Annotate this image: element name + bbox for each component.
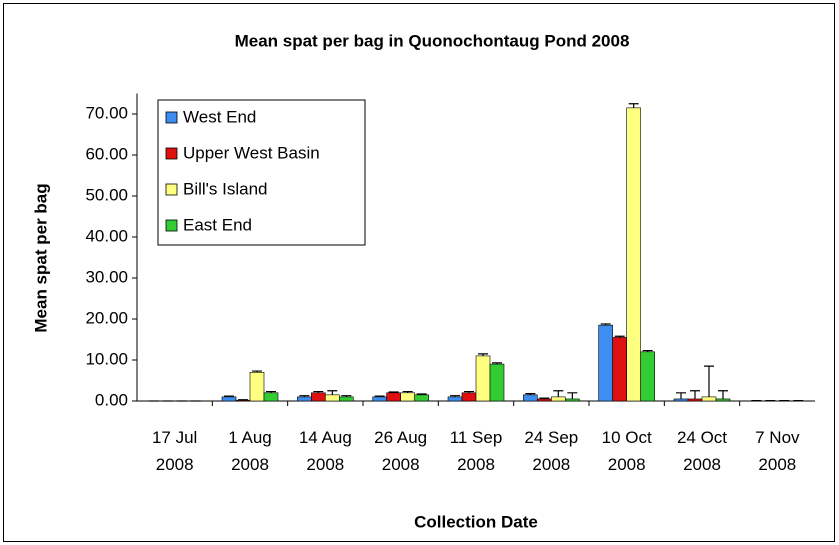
bar xyxy=(612,337,627,402)
bar xyxy=(523,394,538,402)
y-tick-label: 0.00 xyxy=(95,390,128,409)
bar xyxy=(537,398,552,402)
x-tick-label: 7 Nov 2008 xyxy=(755,428,800,474)
error-bar xyxy=(252,370,262,373)
error-bar xyxy=(600,323,611,326)
bar xyxy=(221,396,237,402)
y-axis-title: Mean spat per bag xyxy=(31,183,50,332)
error-bar xyxy=(690,390,700,399)
bar xyxy=(372,396,387,402)
bar xyxy=(673,398,689,402)
bar xyxy=(386,392,401,402)
error-bar xyxy=(567,392,578,399)
bar xyxy=(400,392,415,402)
y-tick-label: 50.00 xyxy=(85,185,128,204)
bar xyxy=(598,324,613,402)
x-tick-label: 17 Jul 2008 xyxy=(151,428,198,474)
bar xyxy=(414,394,429,402)
error-bar xyxy=(416,393,427,395)
error-bar xyxy=(450,395,460,397)
error-bar xyxy=(492,362,502,365)
bar xyxy=(687,398,703,402)
error-bar xyxy=(374,395,385,397)
error-bar xyxy=(464,390,474,393)
bar xyxy=(249,371,265,402)
bar xyxy=(626,107,641,402)
error-bar xyxy=(224,395,234,397)
legend-label: East End xyxy=(183,215,252,234)
bar xyxy=(565,398,580,402)
x-tick-label: 24 Sep 2008 xyxy=(524,428,579,474)
bar xyxy=(475,355,491,402)
error-bar xyxy=(718,390,728,399)
error-bar xyxy=(628,103,639,108)
bar xyxy=(311,392,326,402)
x-tick-label: 26 Aug 2008 xyxy=(374,428,428,474)
error-bar xyxy=(478,353,488,356)
error-bar xyxy=(402,390,413,393)
bar xyxy=(701,396,717,402)
bar xyxy=(339,396,354,402)
legend-box xyxy=(157,99,366,246)
legend-swatch xyxy=(165,111,178,124)
bar xyxy=(461,392,477,402)
chart-title: Mean spat per bag in Quonochontaug Pond … xyxy=(235,31,630,50)
y-tick-label: 30.00 xyxy=(85,267,128,286)
y-tick-label: 60.00 xyxy=(85,144,128,163)
x-axis-title: Collection Date xyxy=(414,512,538,531)
y-tick-label: 70.00 xyxy=(85,103,128,122)
error-bar xyxy=(553,390,564,397)
legend-label: Upper West Basin xyxy=(183,143,320,162)
legend-swatch xyxy=(165,183,178,196)
error-bar xyxy=(614,335,625,338)
legend-label: Bill's Island xyxy=(183,179,268,198)
error-bar xyxy=(313,390,324,393)
x-tick-label: 14 Aug 2008 xyxy=(298,428,352,474)
bar xyxy=(715,398,731,402)
legend-swatch xyxy=(165,219,178,232)
chart-border xyxy=(3,3,835,542)
legend-swatch xyxy=(165,147,178,160)
y-tick-label: 40.00 xyxy=(85,226,128,245)
y-tick-label: 20.00 xyxy=(85,308,128,327)
x-tick-label: 24 Oct 2008 xyxy=(676,428,728,474)
error-bar xyxy=(539,397,550,399)
bar xyxy=(325,394,340,402)
bar xyxy=(447,396,463,402)
error-bar xyxy=(341,395,352,397)
bar xyxy=(263,392,279,402)
bar xyxy=(297,396,312,402)
bar xyxy=(551,396,566,402)
bar xyxy=(489,363,505,402)
error-bar xyxy=(525,393,536,395)
x-tick-label: 10 Oct 2008 xyxy=(601,428,652,474)
legend-label: West End xyxy=(183,107,256,126)
error-bar xyxy=(299,395,310,397)
y-tick-label: 10.00 xyxy=(85,349,128,368)
error-bar xyxy=(642,349,653,352)
bar xyxy=(640,351,655,402)
x-tick-label: 11 Sep 2008 xyxy=(449,428,503,474)
error-bar xyxy=(327,390,338,395)
error-bar xyxy=(704,365,714,397)
error-bar xyxy=(266,390,276,393)
error-bar xyxy=(676,392,686,399)
error-bar xyxy=(388,391,399,393)
x-tick-label: 1 Aug 2008 xyxy=(228,428,272,474)
